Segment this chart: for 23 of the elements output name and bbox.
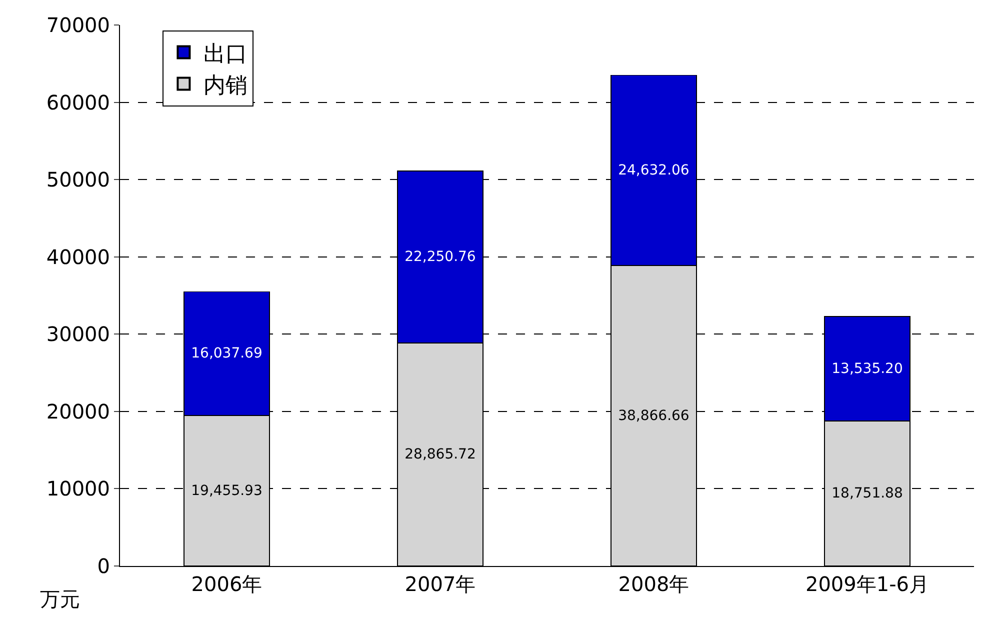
x-tick-label: 2007年 (404, 572, 476, 596)
legend-label: 出口 (204, 42, 248, 67)
legend-label: 内销 (204, 73, 248, 98)
data-label: 28,865.72 (404, 446, 476, 462)
x-tick-label: 2008年 (618, 572, 690, 596)
y-tick-label: 10000 (46, 476, 110, 501)
data-label: 22,250.76 (404, 248, 476, 265)
data-label: 16,037.69 (191, 346, 262, 362)
y-tick-label: 50000 (46, 168, 110, 192)
y-tick-label: 0 (97, 554, 110, 578)
y-tick-label: 40000 (46, 244, 110, 269)
data-label: 18,751.88 (832, 486, 903, 502)
y-tick-label: 30000 (46, 322, 110, 346)
data-label: 38,866.66 (618, 408, 690, 424)
x-tick-label: 2006年 (191, 572, 262, 596)
x-tick-label: 2009年1-6月 (805, 572, 930, 596)
data-label: 19,455.93 (191, 482, 262, 499)
y-axis-title: 万元 (40, 587, 80, 611)
y-tick-label: 60000 (46, 90, 110, 114)
y-tick-label: 70000 (46, 13, 110, 37)
data-label: 24,632.06 (618, 162, 690, 178)
y-tick-label: 20000 (46, 399, 110, 424)
data-label: 13,535.20 (832, 360, 903, 377)
